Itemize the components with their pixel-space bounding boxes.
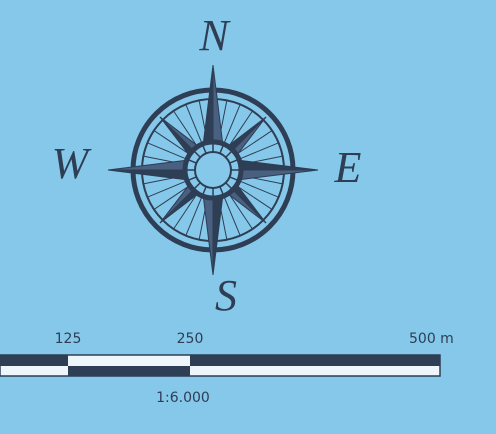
scale-ratio: 1:6.000 xyxy=(156,390,210,406)
spoke xyxy=(153,185,190,210)
spoke xyxy=(228,193,253,230)
scale-segment xyxy=(68,355,190,366)
west-label: W xyxy=(52,139,92,188)
inner-spoke xyxy=(225,151,232,158)
inner-spoke xyxy=(219,186,224,195)
spoke xyxy=(228,110,253,147)
scale-bar: 125 250 500 m 1:6.000 xyxy=(0,331,454,406)
spoke xyxy=(147,180,188,198)
spoke xyxy=(223,195,241,236)
spoke xyxy=(173,110,198,147)
spoke xyxy=(238,142,279,160)
spoke xyxy=(236,130,273,155)
spoke xyxy=(223,104,241,145)
spoke xyxy=(147,142,188,160)
inner-spoke xyxy=(194,182,201,189)
scale-segment xyxy=(190,355,440,366)
inner-spoke xyxy=(194,151,201,158)
inner-spoke xyxy=(202,145,207,154)
inner-ring xyxy=(194,151,232,189)
scale-segment xyxy=(68,366,190,376)
inner-spoke xyxy=(229,176,238,181)
spoke xyxy=(238,180,279,198)
spoke xyxy=(236,185,273,210)
scale-segment xyxy=(0,366,68,376)
scale-label: 500 m xyxy=(409,331,454,347)
scale-label: 250 xyxy=(177,331,204,347)
inner-spoke xyxy=(229,159,238,164)
inner-spoke xyxy=(225,182,232,189)
north-label: N xyxy=(198,11,231,60)
spoke xyxy=(185,195,203,236)
inner-spoke xyxy=(188,159,197,164)
compass-rose xyxy=(107,64,319,276)
south-label: S xyxy=(215,271,237,320)
spoke xyxy=(185,104,203,145)
spoke xyxy=(153,130,190,155)
scale-segment xyxy=(0,355,68,366)
inner-spoke xyxy=(219,145,224,154)
scale-outline xyxy=(0,354,441,377)
spoke xyxy=(173,193,198,230)
scale-label: 125 xyxy=(55,331,82,347)
east-label: E xyxy=(334,143,362,192)
scale-segment xyxy=(190,366,440,376)
inner-spoke xyxy=(188,176,197,181)
inner-spoke xyxy=(202,186,207,195)
